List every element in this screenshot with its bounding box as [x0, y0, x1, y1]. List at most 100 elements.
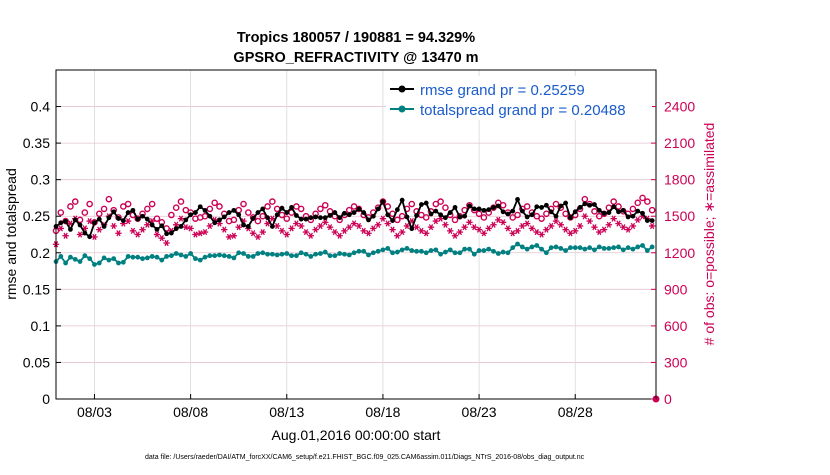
totalspread-point — [539, 246, 544, 252]
possible-obs-point — [648, 206, 656, 214]
legend-rmse-marker — [398, 85, 406, 93]
totalspread-point — [366, 252, 371, 258]
assimilated-obs-stroke — [390, 226, 395, 233]
possible-obs-point — [269, 198, 276, 205]
possible-obs-point — [543, 210, 550, 218]
rmse-point — [515, 197, 520, 202]
y-left-tick-label: 0.15 — [23, 281, 50, 297]
assimilated-obs-stroke — [649, 222, 655, 230]
assimilated-obs-point — [495, 216, 502, 224]
assimilated-obs-point — [576, 222, 584, 230]
possible-obs-point — [67, 203, 74, 210]
totalspread-point — [212, 253, 218, 259]
rmse-point — [337, 215, 343, 221]
assimilated-obs-point — [543, 226, 550, 233]
assimilated-obs-point — [129, 227, 137, 234]
totalspread-point — [164, 254, 169, 259]
rmse-point — [197, 204, 203, 210]
assimilated-obs-point — [552, 217, 560, 225]
rmse-point — [226, 210, 232, 215]
y-axis-label-left: rmse and totalspread — [3, 168, 19, 300]
possible-obs-point — [105, 195, 113, 203]
assimilated-obs-stroke — [231, 232, 237, 239]
rmse-point — [351, 210, 357, 215]
possible-obs-point — [264, 203, 271, 210]
rmse-point — [212, 220, 218, 226]
assimilated-obs-point — [538, 231, 545, 238]
rmse-point — [443, 215, 448, 221]
totalspread-point — [577, 245, 583, 251]
rmse-point — [375, 206, 381, 212]
possible-obs-point — [144, 205, 151, 213]
y-right-tick-label: 2100 — [664, 135, 695, 151]
totalspread-point — [106, 257, 112, 263]
assimilated-obs-point — [302, 228, 310, 236]
possible-obs-point — [437, 198, 444, 205]
totalspread-point — [505, 250, 511, 256]
totalspread-point — [82, 253, 88, 259]
rmse-point — [616, 209, 621, 215]
assimilated-obs-point — [153, 231, 161, 238]
rmse-point — [116, 216, 121, 221]
assimilated-obs-stroke — [611, 215, 616, 222]
possible-obs-point — [538, 215, 545, 222]
rmse-point — [529, 212, 535, 218]
assimilated-obs-point — [197, 230, 204, 237]
possible-obs-point — [57, 209, 65, 216]
assimilated-obs-point — [57, 225, 65, 232]
assimilated-obs-stroke — [289, 225, 294, 232]
assimilated-obs-stroke — [202, 228, 208, 236]
rmse-point — [327, 213, 333, 218]
assimilated-obs-stroke — [159, 235, 164, 242]
assimilated-obs-point — [254, 233, 262, 241]
assimilated-obs-stroke — [472, 224, 477, 231]
axis-right: 0 300 600 900 1200 1500 1800 2100 2400 — [651, 99, 695, 407]
totalspread-point — [452, 250, 458, 256]
totalspread-point — [274, 252, 280, 258]
possible-obs-point — [422, 214, 430, 221]
assimilated-obs-point — [177, 215, 185, 222]
assimilated-obs-stroke — [140, 226, 145, 233]
assimilated-obs-point — [350, 220, 358, 227]
rmse-point — [101, 224, 107, 229]
assimilated-obs-point — [91, 233, 98, 241]
assimilated-obs-stroke — [553, 217, 559, 225]
assimilated-obs-stroke — [524, 220, 530, 227]
rmse-point — [486, 207, 492, 213]
y-left-tick-label: 0.35 — [23, 135, 50, 151]
possible-obs-point — [95, 210, 103, 218]
assimilated-obs-stroke — [544, 226, 549, 233]
totalspread-point — [423, 250, 429, 256]
assimilated-obs-point — [269, 215, 276, 222]
totalspread-point — [447, 247, 453, 253]
chart-title-line1: Tropics 180057 / 190881 = 94.329% — [237, 30, 475, 46]
totalspread-point — [635, 244, 641, 250]
assimilated-obs-point — [567, 230, 574, 237]
assimilated-obs-point — [278, 227, 286, 234]
assimilated-obs-point — [307, 232, 315, 239]
totalspread-point — [644, 248, 650, 253]
assimilated-obs-stroke — [318, 222, 323, 230]
totalspread-point — [394, 249, 400, 255]
assimilated-obs-point — [422, 230, 430, 237]
legend-spread-label: totalspread grand pr = 0.20488 — [420, 102, 626, 119]
totalspread-point — [202, 254, 208, 260]
assimilated-obs-point — [96, 226, 103, 233]
rmse-point — [587, 202, 593, 208]
rmse-point — [524, 214, 530, 220]
totalspread-point — [630, 246, 636, 252]
assimilated-obs-point — [230, 232, 238, 239]
rmse-point — [298, 216, 304, 222]
y-left-tick-label: 0.1 — [31, 318, 51, 334]
rmse-point — [144, 216, 150, 222]
totalspread-point — [409, 248, 415, 253]
totalspread-point — [269, 251, 275, 257]
totalspread-point — [640, 243, 645, 248]
assimilated-obs-stroke — [601, 226, 607, 233]
totalspread-point — [467, 246, 472, 252]
rmse-point — [130, 207, 136, 213]
assimilated-obs-point — [572, 227, 579, 234]
totalspread-point — [96, 260, 102, 266]
rmse-point — [366, 217, 371, 223]
